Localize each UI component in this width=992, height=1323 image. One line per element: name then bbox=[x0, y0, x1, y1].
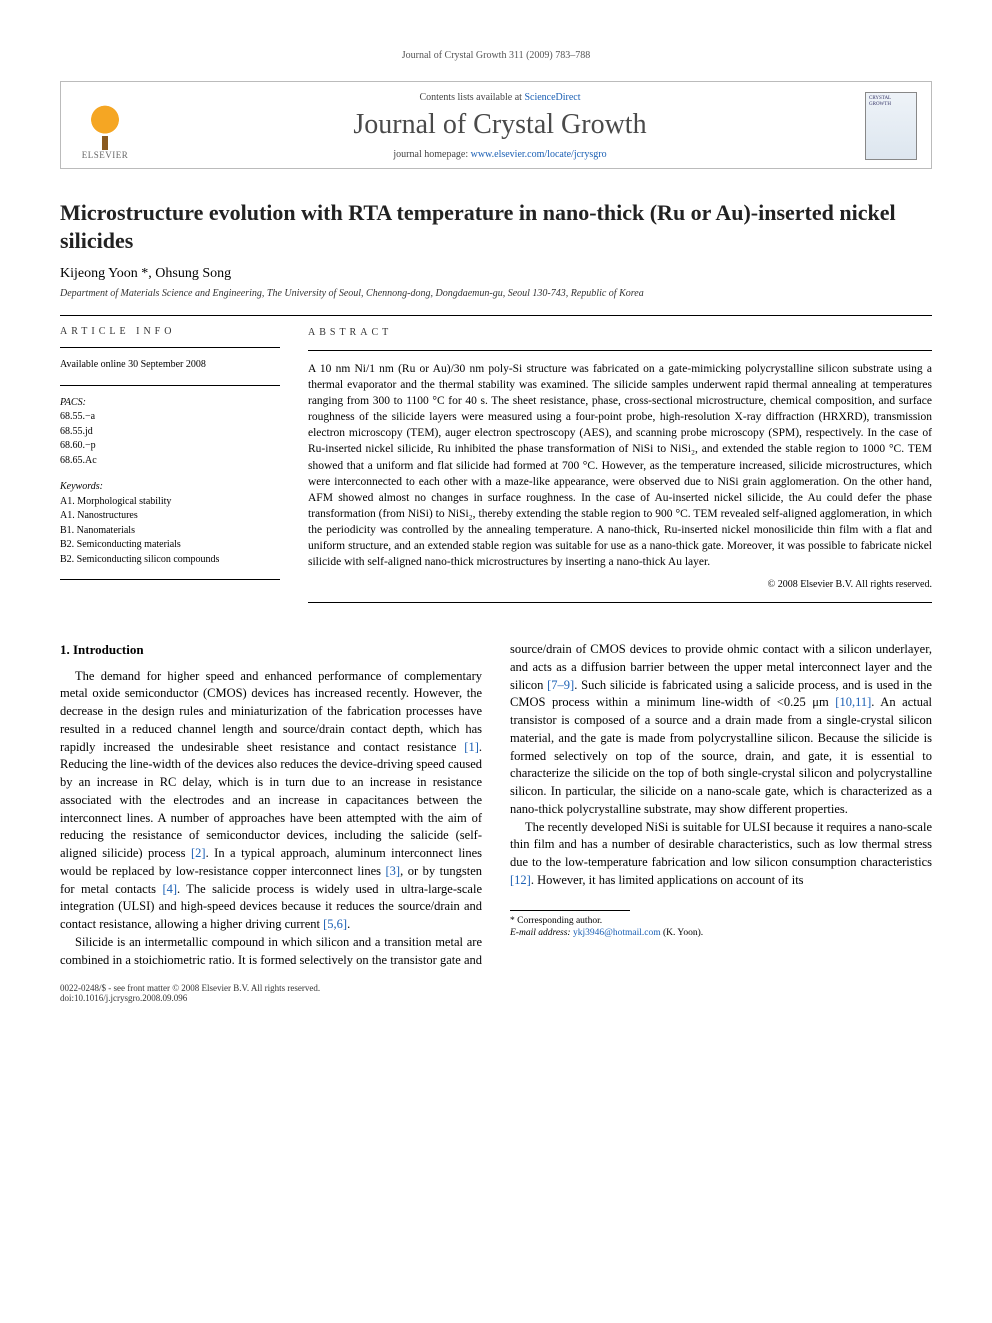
running-head: Journal of Crystal Growth 311 (2009) 783… bbox=[60, 50, 932, 61]
pacs-block: PACS: 68.55.−a 68.55.jd 68.60.−p 68.65.A… bbox=[60, 396, 280, 469]
sciencedirect-link[interactable]: ScienceDirect bbox=[524, 92, 580, 103]
citation-ref[interactable]: [3] bbox=[386, 864, 401, 878]
corresponding-note: * Corresponding author. bbox=[510, 915, 932, 927]
authors: Kijeong Yoon *, Ohsung Song bbox=[60, 266, 932, 282]
email-line: E-mail address: ykj3946@hotmail.com (K. … bbox=[510, 927, 932, 939]
page-container: Journal of Crystal Growth 311 (2009) 783… bbox=[0, 0, 992, 1043]
contents-prefix: Contents lists available at bbox=[419, 92, 524, 103]
info-rule-3 bbox=[60, 579, 280, 580]
contents-line: Contents lists available at ScienceDirec… bbox=[149, 92, 851, 103]
info-rule bbox=[60, 347, 280, 348]
keywords-label: Keywords: bbox=[60, 480, 280, 495]
article-info-head: ARTICLE INFO bbox=[60, 326, 280, 337]
pacs-label: PACS: bbox=[60, 396, 280, 411]
keyword-item: B2. Semiconducting silicon compounds bbox=[60, 553, 280, 568]
footnotes: * Corresponding author. E-mail address: … bbox=[510, 915, 932, 940]
publisher-logo: ELSEVIER bbox=[75, 92, 135, 160]
rule-top bbox=[60, 315, 932, 316]
citation-ref[interactable]: [7–9] bbox=[547, 678, 574, 692]
pacs-item: 68.55.jd bbox=[60, 425, 280, 440]
pacs-item: 68.60.−p bbox=[60, 439, 280, 454]
homepage-link[interactable]: www.elsevier.com/locate/jcrysgro bbox=[471, 149, 607, 160]
publisher-name: ELSEVIER bbox=[82, 150, 129, 160]
footer-left: 0022-0248/$ - see front matter © 2008 El… bbox=[60, 983, 320, 1003]
body-paragraph: The demand for higher speed and enhanced… bbox=[60, 668, 482, 934]
citation-ref[interactable]: [10,11] bbox=[835, 695, 871, 709]
abs-rule-2 bbox=[308, 602, 932, 603]
email-label: E-mail address: bbox=[510, 928, 571, 938]
cover-text: CRYSTAL GROWTH bbox=[869, 96, 891, 107]
abs-rule bbox=[308, 350, 932, 351]
info-abstract-row: ARTICLE INFO Available online 30 Septemb… bbox=[60, 326, 932, 613]
doi-line: doi:10.1016/j.jcrysgro.2008.09.096 bbox=[60, 993, 320, 1003]
citation-ref[interactable]: [4] bbox=[162, 882, 177, 896]
journal-cover-thumb: CRYSTAL GROWTH bbox=[865, 92, 917, 160]
article-info-column: ARTICLE INFO Available online 30 Septemb… bbox=[60, 326, 280, 613]
citation-ref[interactable]: [5,6] bbox=[323, 917, 347, 931]
masthead-center: Contents lists available at ScienceDirec… bbox=[149, 92, 851, 160]
abstract-copyright: © 2008 Elsevier B.V. All rights reserved… bbox=[308, 578, 932, 592]
footnote-rule bbox=[510, 910, 630, 911]
authors-text: Kijeong Yoon *, Ohsung Song bbox=[60, 266, 231, 281]
keyword-item: A1. Nanostructures bbox=[60, 509, 280, 524]
email-who: (K. Yoon). bbox=[663, 928, 703, 938]
homepage-line: journal homepage: www.elsevier.com/locat… bbox=[149, 149, 851, 160]
article-title: Microstructure evolution with RTA temper… bbox=[60, 199, 932, 254]
homepage-prefix: journal homepage: bbox=[393, 149, 470, 160]
affiliation: Department of Materials Science and Engi… bbox=[60, 288, 932, 299]
masthead: ELSEVIER Contents lists available at Sci… bbox=[60, 81, 932, 169]
front-matter-line: 0022-0248/$ - see front matter © 2008 El… bbox=[60, 983, 320, 993]
pacs-item: 68.55.−a bbox=[60, 410, 280, 425]
section-heading: 1. Introduction bbox=[60, 641, 482, 659]
abstract-text: A 10 nm Ni/1 nm (Ru or Au)/30 nm poly-Si… bbox=[308, 361, 932, 570]
pacs-item: 68.65.Ac bbox=[60, 454, 280, 469]
keyword-item: B1. Nanomaterials bbox=[60, 524, 280, 539]
citation-ref[interactable]: [1] bbox=[464, 740, 479, 754]
body-paragraph: The recently developed NiSi is suitable … bbox=[510, 819, 932, 890]
elsevier-tree-icon bbox=[83, 102, 127, 146]
email-link[interactable]: ykj3946@hotmail.com bbox=[573, 928, 661, 938]
keyword-item: A1. Morphological stability bbox=[60, 495, 280, 510]
info-rule-2 bbox=[60, 385, 280, 386]
page-footer: 0022-0248/$ - see front matter © 2008 El… bbox=[60, 983, 932, 1003]
citation-ref[interactable]: [12] bbox=[510, 873, 531, 887]
abstract-column: ABSTRACT A 10 nm Ni/1 nm (Ru or Au)/30 n… bbox=[308, 326, 932, 613]
abstract-head: ABSTRACT bbox=[308, 326, 932, 340]
keyword-item: B2. Semiconducting materials bbox=[60, 538, 280, 553]
journal-name: Journal of Crystal Growth bbox=[149, 109, 851, 141]
available-online: Available online 30 September 2008 bbox=[60, 358, 280, 373]
citation-ref[interactable]: [2] bbox=[191, 846, 206, 860]
body-columns: 1. Introduction The demand for higher sp… bbox=[60, 641, 932, 969]
keywords-block: Keywords: A1. Morphological stability A1… bbox=[60, 480, 280, 567]
